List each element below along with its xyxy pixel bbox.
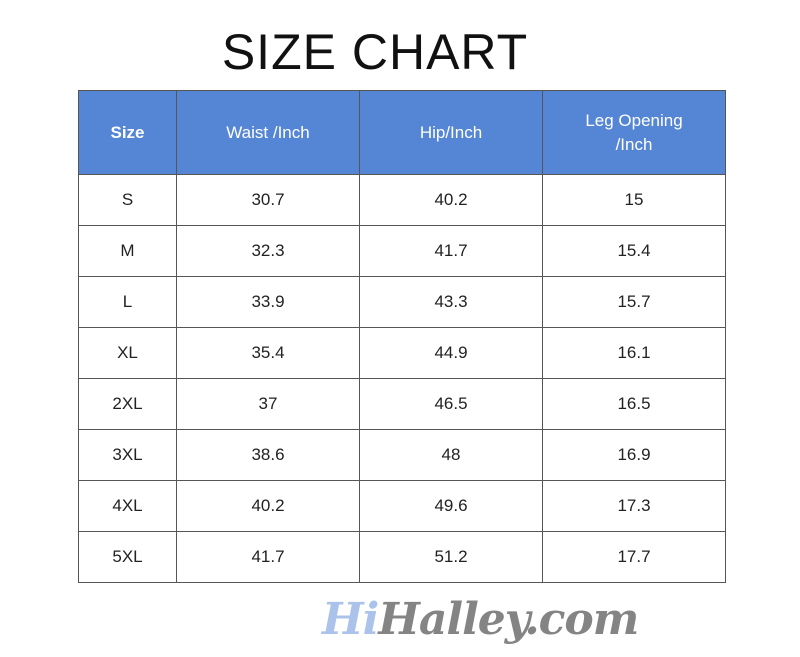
header-row: Size Waist /Inch Hip/Inch Leg Opening /I…: [78, 90, 726, 175]
table-cell: 35.4: [176, 327, 360, 379]
column-header-leg-opening-label: Leg Opening /Inch: [585, 110, 683, 154]
table-cell: 16.9: [542, 429, 726, 481]
table-row: S 30.7 40.2 15: [78, 174, 726, 226]
table-row: 5XL 41.7 51.2 17.7: [78, 531, 726, 583]
table-cell: 2XL: [78, 378, 177, 430]
table-cell: 40.2: [176, 480, 360, 532]
table-cell: S: [78, 174, 177, 226]
column-header-waist: Waist /Inch: [176, 90, 360, 175]
column-header-leg-opening: Leg Opening /Inch: [542, 90, 726, 175]
table-cell: 15.4: [542, 225, 726, 277]
table-cell: 38.6: [176, 429, 360, 481]
table-cell: 3XL: [78, 429, 177, 481]
table-cell: 16.1: [542, 327, 726, 379]
table-cell: 41.7: [359, 225, 543, 277]
table-cell: 15: [542, 174, 726, 226]
table-cell: 43.3: [359, 276, 543, 328]
table-cell: 17.7: [542, 531, 726, 583]
table-row: L 33.9 43.3 15.7: [78, 276, 726, 328]
watermark-logo: HiHalley.com: [322, 594, 639, 645]
table-cell: L: [78, 276, 177, 328]
table-row: M 32.3 41.7 15.4: [78, 225, 726, 277]
table-body: S 30.7 40.2 15 M 32.3 41.7 15.4 L 33.9 43.3 15.7 XL 3…: [78, 174, 726, 583]
table-cell: 33.9: [176, 276, 360, 328]
table-row: 2XL 37 46.5 16.5: [78, 378, 726, 430]
column-header-hip: Hip/Inch: [359, 90, 543, 175]
table-cell: 44.9: [359, 327, 543, 379]
table-cell: 40.2: [359, 174, 543, 226]
table-cell: 16.5: [542, 378, 726, 430]
table-row: XL 35.4 44.9 16.1: [78, 327, 726, 379]
table-cell: 41.7: [176, 531, 360, 583]
watermark-part1: Hi: [322, 594, 379, 645]
table-row: 3XL 38.6 48 16.9: [78, 429, 726, 481]
table-cell: 46.5: [359, 378, 543, 430]
table-cell: 5XL: [78, 531, 177, 583]
table-cell: 30.7: [176, 174, 360, 226]
table-cell: 15.7: [542, 276, 726, 328]
table-cell: M: [78, 225, 177, 277]
table-cell: 32.3: [176, 225, 360, 277]
column-header-size: Size: [78, 90, 177, 175]
size-table: Size Waist /Inch Hip/Inch Leg Opening /I…: [78, 90, 726, 583]
table-cell: 49.6: [359, 480, 543, 532]
page-title: SIZE CHART: [221, 24, 529, 80]
table-cell: 17.3: [542, 480, 726, 532]
table-cell: 48: [359, 429, 543, 481]
table-row: 4XL 40.2 49.6 17.3: [78, 480, 726, 532]
table-cell: 51.2: [359, 531, 543, 583]
table-cell: XL: [78, 327, 177, 379]
table-cell: 4XL: [78, 480, 177, 532]
watermark-part2: Halley.com: [378, 594, 639, 645]
table-cell: 37: [176, 378, 360, 430]
